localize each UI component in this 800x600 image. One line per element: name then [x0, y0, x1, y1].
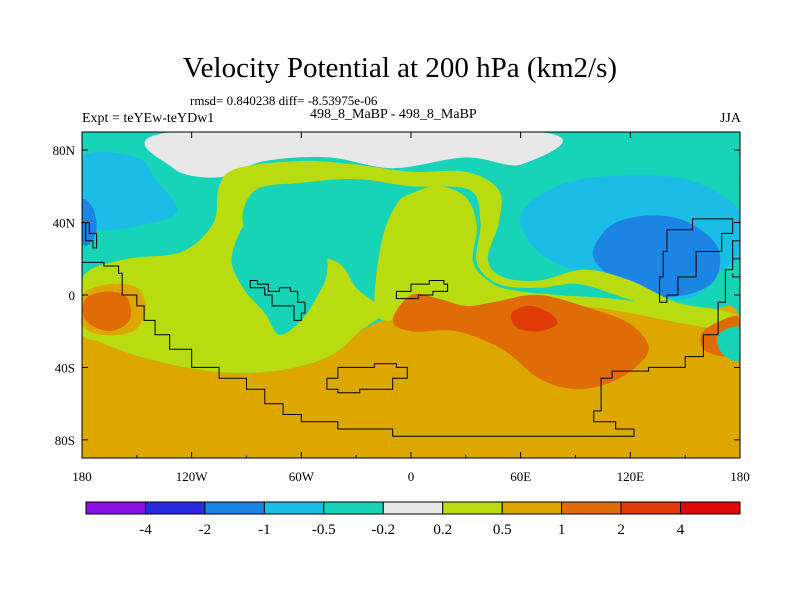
x-tick-label: 180: [730, 469, 750, 484]
x-tick-label: 60E: [510, 469, 531, 484]
case-comparison-label: 498_8_MaBP - 498_8_MaBP: [310, 107, 477, 122]
y-tick-label: 80S: [55, 433, 75, 448]
contour-region-orange-africa: [82, 291, 132, 332]
contour-region-orange-hub: [392, 293, 649, 390]
contour-region-cyan-lobe: [231, 208, 328, 335]
colorbar: -4 -2 -1 -0.5 -0.2 0.2 0.5 1 2 4: [85, 501, 741, 538]
contour-region-white-arc: [82, 160, 740, 373]
rmsd-diff-stats: rmsd= 0.840238 diff= -8.53975e-06: [190, 93, 378, 108]
colorbar-swatch: [680, 501, 741, 515]
coastline-3: [395, 280, 449, 300]
colorbar-swatch: [561, 501, 622, 515]
coastline-5: [82, 222, 98, 249]
colorbar-label: -0.5: [312, 522, 336, 538]
coastline-6: [732, 255, 740, 278]
season-label: JJA: [719, 111, 741, 126]
colorbar-label: 1: [558, 522, 566, 538]
contour-region-cyan-ne-lobe: [716, 326, 740, 362]
chart-title: Velocity Potential at 200 hPa (km2/s): [182, 52, 618, 84]
contour-region-neg-npac: [82, 151, 178, 231]
colorbar-label: 2: [617, 522, 625, 538]
colorbar-swatch: [620, 501, 682, 515]
colorbar-swatch: [145, 501, 206, 515]
coastline-4: [659, 218, 734, 303]
colorbar-swatch: [263, 501, 325, 515]
x-tick-label: 0: [408, 469, 415, 484]
x-tick-label: 180: [72, 469, 92, 484]
colorbar-label: 0.2: [433, 522, 452, 538]
contour-region-neg-pole: [144, 132, 563, 178]
colorbar-swatch: [382, 501, 444, 515]
colorbar-swatch: [204, 501, 265, 515]
x-tick-label: 120E: [617, 469, 645, 484]
y-tick-label: 40S: [55, 360, 75, 375]
coastline-2: [326, 363, 408, 394]
y-tick-label: 0: [69, 288, 76, 303]
colorbar-label: -1: [258, 522, 271, 538]
y-tick-label: 40N: [53, 216, 76, 231]
colorbar-label: -2: [199, 522, 212, 538]
colorbar-swatch: [501, 501, 563, 515]
contour-region-green-tongue: [374, 186, 740, 332]
contour-regions: [82, 132, 740, 458]
x-tick-label: 120W: [176, 469, 209, 484]
colorbar-label: -4: [139, 522, 152, 538]
coastline-0: [82, 240, 740, 437]
colorbar-swatch: [323, 501, 384, 515]
colorbar-label: 0.5: [493, 522, 512, 538]
contour-region-orange-patch: [350, 349, 435, 395]
colorbar-label: -0.2: [371, 522, 395, 538]
contour-region-red-core: [510, 305, 558, 332]
y-tick-label: 80N: [53, 143, 76, 158]
coastline-1: [249, 280, 306, 321]
coastlines: [82, 218, 740, 437]
colorbar-label: 4: [677, 522, 685, 538]
experiment-label: Expt = teYEw-teYDw1: [82, 111, 215, 126]
colorbar-swatch: [85, 501, 146, 515]
x-tick-label: 60W: [289, 469, 315, 484]
colorbar-swatch: [442, 501, 503, 515]
x-axis-ticks: 180 120W 60W 0 60E 120E 180: [72, 132, 750, 484]
y-axis-ticks: 80N 40N 0 40S 80S: [53, 143, 740, 448]
